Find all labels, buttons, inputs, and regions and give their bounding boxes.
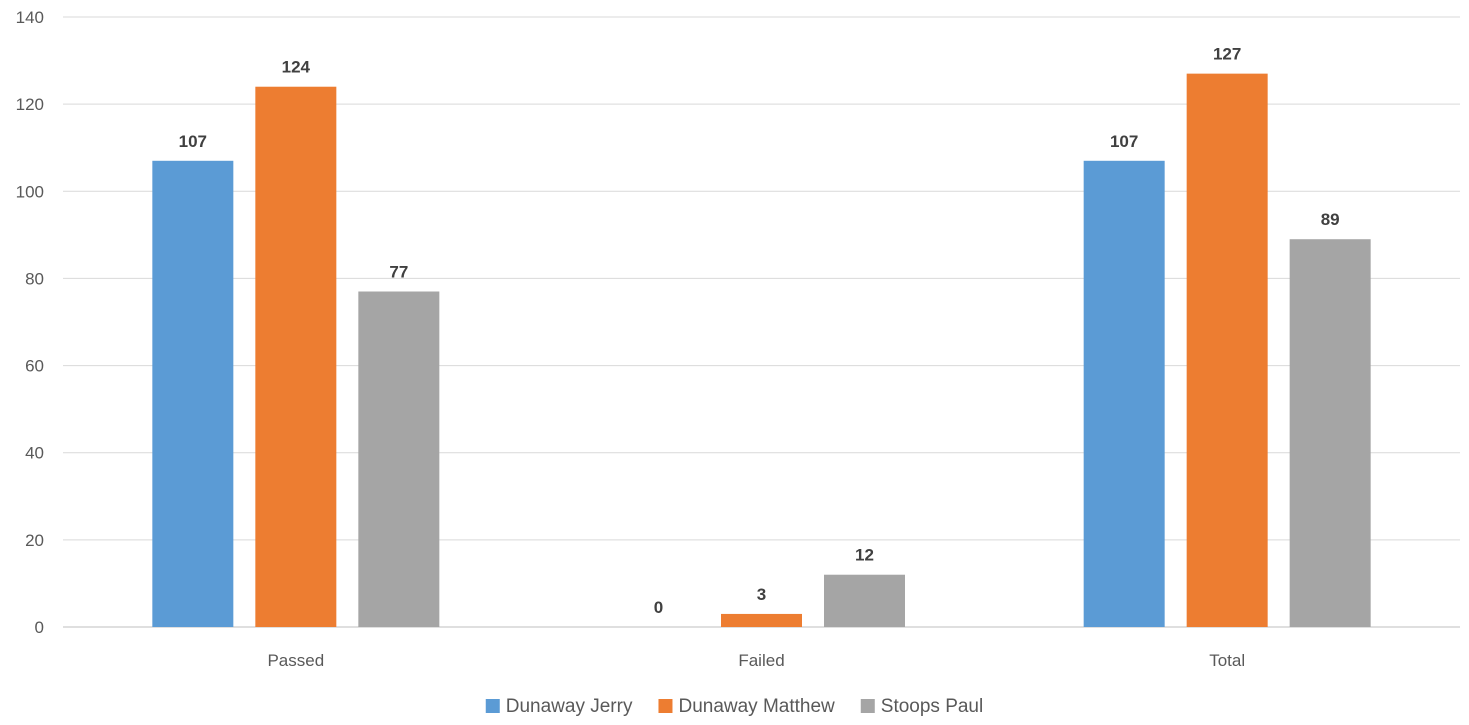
legend-label: Dunaway Matthew — [678, 696, 835, 717]
bar-failed-dunaway-matthew — [721, 613, 802, 627]
category-label-failed: Failed — [738, 651, 784, 670]
legend-item-stoops-paul: Stoops Paul — [860, 696, 983, 717]
bars — [152, 73, 1371, 628]
legend-label: Stoops Paul — [881, 696, 983, 717]
y-axis-tick-labels: 0 20 40 60 80 100 120 140 — [16, 8, 44, 637]
legend-item-dunaway-jerry: Dunaway Jerry — [485, 696, 633, 717]
bar-failed-stoops-paul — [824, 574, 905, 627]
bar-passed-stoops-paul — [358, 291, 440, 627]
legend-swatch — [860, 699, 875, 713]
data-label-failed-dunaway-matthew: 3 — [757, 585, 766, 604]
y-tick-label-120: 120 — [16, 95, 44, 114]
category-label-total: Total — [1209, 651, 1245, 670]
y-tick-label-60: 60 — [25, 357, 44, 376]
bar-passed-dunaway-jerry — [152, 160, 234, 628]
data-label-passed-dunaway-matthew: 124 — [282, 58, 311, 77]
y-tick-label-0: 0 — [35, 618, 44, 637]
data-label-total-dunaway-matthew: 127 — [1213, 45, 1241, 64]
bar-total-dunaway-matthew — [1186, 73, 1268, 627]
bar-passed-dunaway-matthew — [255, 86, 337, 627]
data-label-failed-dunaway-jerry: 0 — [654, 598, 663, 617]
x-axis-category-labels: Passed Failed Total — [267, 651, 1245, 670]
y-tick-label-40: 40 — [25, 444, 44, 463]
y-tick-label-80: 80 — [25, 269, 44, 288]
data-label-total-dunaway-jerry: 107 — [1110, 132, 1138, 151]
data-label-total-stoops-paul: 89 — [1321, 210, 1340, 229]
bar-total-stoops-paul — [1289, 239, 1371, 627]
legend-swatch — [658, 699, 673, 713]
y-tick-label-20: 20 — [25, 531, 44, 550]
legend: Dunaway Jerry Dunaway Matthew Stoops Paul — [485, 696, 983, 717]
category-label-passed: Passed — [267, 651, 324, 670]
legend-swatch — [485, 699, 500, 713]
legend-label: Dunaway Jerry — [506, 696, 633, 717]
y-tick-label-100: 100 — [16, 182, 44, 201]
data-label-passed-dunaway-jerry: 107 — [179, 132, 207, 151]
bar-total-dunaway-jerry — [1083, 160, 1165, 628]
legend-item-dunaway-matthew: Dunaway Matthew — [658, 696, 835, 717]
data-labels: 107 124 77 0 3 12 107 127 89 — [179, 45, 1340, 617]
data-label-failed-stoops-paul: 12 — [855, 546, 874, 565]
y-tick-label-140: 140 — [16, 8, 44, 27]
data-label-passed-stoops-paul: 77 — [389, 263, 408, 282]
